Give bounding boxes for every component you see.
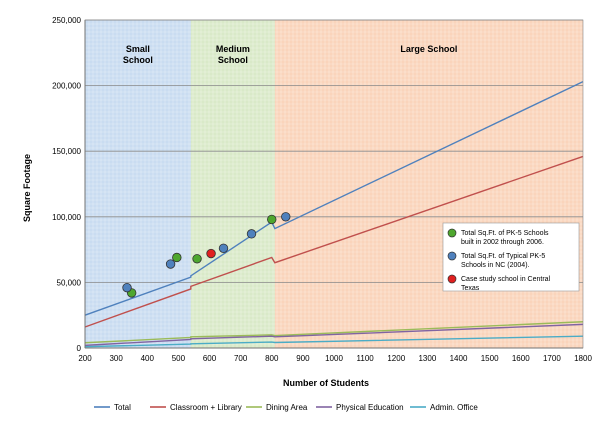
data-point-0-3 [267, 214, 277, 225]
x-tick-label: 1500 [481, 354, 499, 363]
series-legend: Total Classroom + Library Dining Area Physi… [94, 403, 478, 412]
points-legend-marker-0 [447, 228, 457, 238]
points-legend-text-2-0: Case study school in Central [461, 276, 551, 283]
y-tick-label: 50,000 [57, 278, 82, 287]
points-legend-frame [442, 222, 580, 292]
points-legend-marker-1 [447, 251, 457, 261]
x-tick-label: 200 [78, 354, 92, 363]
x-tick-label: 800 [265, 354, 279, 363]
x-tick-label: 1700 [543, 354, 561, 363]
legend-label-4: Admin. Office [430, 403, 478, 412]
y-tick-label: 250,000 [52, 16, 81, 25]
points-legend-marker-2 [447, 274, 457, 284]
x-tick-label: 1000 [325, 354, 343, 363]
data-point-1-0 [122, 282, 132, 293]
legend-label-0: Total [114, 403, 131, 412]
data-points [122, 212, 291, 298]
y-tick-label: 0 [77, 344, 82, 353]
x-tick-label: 700 [234, 354, 248, 363]
data-point-2-0 [206, 248, 216, 259]
points-legend-text-1-1: Schools in NC (2004). [461, 262, 530, 269]
series-line-0 [84, 81, 584, 316]
data-point-1-3 [246, 229, 257, 239]
plot-border [84, 19, 584, 349]
y-tick-label: 100,000 [52, 213, 81, 222]
y-tick-label: 150,000 [52, 147, 81, 156]
zone-label-0-0: Small [126, 44, 150, 54]
points-legend-text-0-1: built in 2002 through 2006. [461, 239, 544, 246]
zone-label-2-0: Large School [400, 44, 457, 54]
x-tick-label: 1600 [512, 354, 530, 363]
x-tick-label: 400 [141, 354, 155, 363]
x-tick-label: 1800 [574, 354, 592, 363]
zone-label-0-1: School [123, 55, 153, 65]
x-tick-label: 1100 [357, 354, 375, 363]
axes [84, 19, 584, 349]
legend-label-1: Classroom + Library [170, 403, 242, 412]
series-line-4 [84, 335, 584, 348]
zone-1 [190, 20, 275, 348]
y-tick-label: 200,000 [52, 82, 81, 91]
data-point-1-4 [281, 212, 291, 222]
data-point-1-2 [218, 243, 229, 253]
x-tick-label: 600 [203, 354, 217, 363]
x-tick-label: 300 [109, 354, 123, 363]
points-legend-text-2-1: Texas [461, 285, 480, 292]
zone-0 [85, 20, 191, 348]
data-point-1-1 [165, 259, 176, 269]
x-tick-label: 1400 [450, 354, 468, 363]
series-lines [84, 81, 584, 348]
x-tick-label: 500 [172, 354, 186, 363]
data-point-0-1 [172, 252, 182, 263]
zone-label-1-1: School [218, 55, 248, 65]
points-legend-text-0-0: Total Sq.Ft. of PK-5 Schools [461, 230, 549, 237]
legend-label-3: Physical Education [336, 403, 404, 412]
x-tick-labels: 200 300 400 500 600 700 800 900 1000 1100 1200 1300… [78, 354, 592, 363]
data-point-0-2 [192, 254, 202, 264]
y-tick-labels: 0 50,000 100,000 150,000 200,000 250,000 [52, 16, 81, 353]
x-tick-label: 1200 [387, 354, 405, 363]
legend-label-2: Dining Area [266, 403, 308, 412]
series-line-1 [84, 155, 584, 328]
x-axis-title: Number of Students [283, 378, 369, 388]
x-tick-label: 900 [296, 354, 310, 363]
series-line-2 [84, 321, 584, 344]
points-legend-text-1-0: Total Sq.Ft. of Typical PK-5 [461, 253, 545, 260]
zone-label-1-0: Medium [216, 44, 250, 54]
zone-backgrounds [85, 20, 583, 348]
zone-2 [274, 20, 583, 348]
series-line-3 [84, 323, 584, 347]
points-legend-box: Total Sq.Ft. of PK-5 Schools built in 200… [442, 222, 580, 292]
y-axis-title: Square Footage [22, 154, 32, 222]
x-tick-label: 1300 [418, 354, 436, 363]
